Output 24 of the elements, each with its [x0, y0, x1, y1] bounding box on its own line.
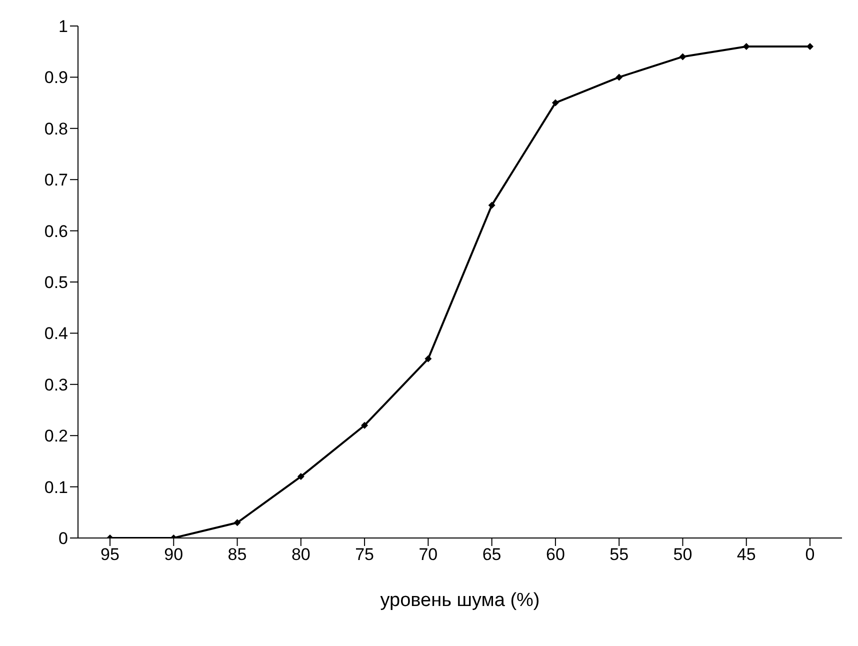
y-tick-label: 0.1	[44, 478, 68, 497]
x-tick-label: 85	[228, 545, 247, 564]
y-tick-label: 0.5	[44, 273, 68, 292]
y-tick-label: 0.4	[44, 324, 68, 344]
x-tick-label: 90	[164, 545, 184, 564]
y-tick-label: 0.2	[44, 426, 68, 446]
x-tick-label: 0	[805, 545, 815, 564]
y-tick-label: 0.9	[44, 68, 68, 88]
y-tick-label: 0.3	[44, 375, 68, 394]
x-tick-label: 55	[610, 545, 629, 564]
y-tick-label: 0	[58, 529, 68, 548]
x-tick-label: 45	[736, 545, 756, 564]
x-tick-label: 80	[291, 545, 310, 564]
x-tick-label: 60	[546, 545, 565, 564]
x-tick-label: 65	[482, 545, 502, 564]
x-tick-label: 95	[100, 545, 120, 564]
y-tick-label: 0.7	[44, 170, 68, 190]
x-tick-label: 50	[673, 545, 692, 564]
x-tick-label: 70	[418, 545, 438, 564]
y-tick-label: 1	[58, 17, 68, 36]
y-tick-label: 0.6	[44, 222, 68, 241]
y-tick-label: 0.8	[44, 119, 68, 138]
x-tick-label: 75	[355, 545, 374, 564]
x-axis-title: уровень шума (%)	[380, 590, 540, 611]
